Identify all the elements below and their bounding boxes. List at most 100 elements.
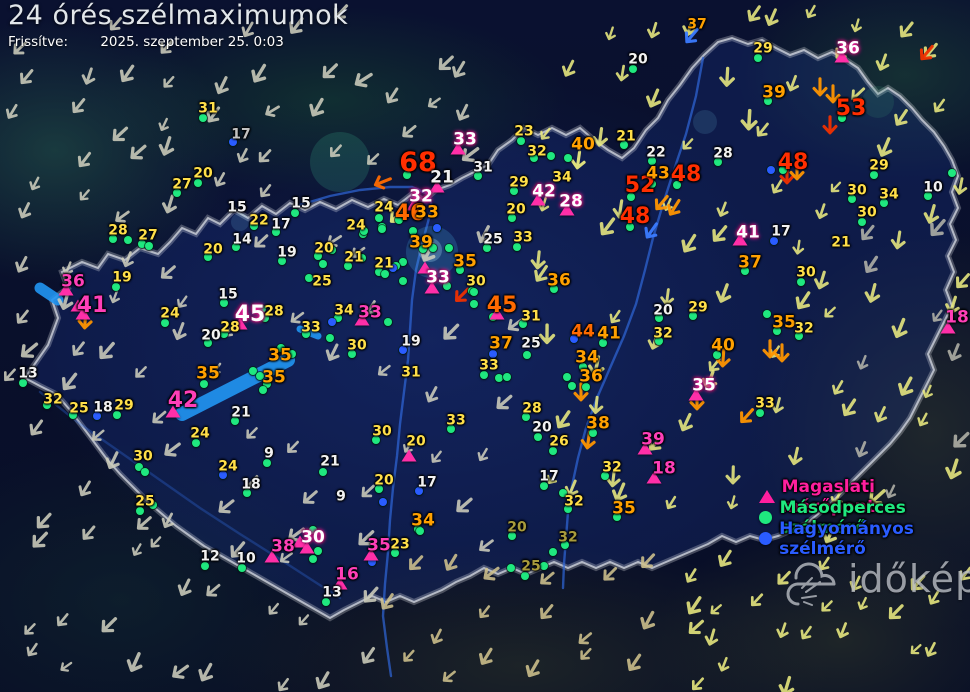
sonic-sensor-dot (483, 244, 491, 252)
station-wind-value: 39 (409, 232, 433, 253)
station-wind-value: 33 (446, 412, 466, 429)
wind-arrow (155, 191, 184, 223)
sonic-sensor-dot (627, 193, 635, 201)
traditional-sensor-dot (219, 471, 227, 479)
station-wind-value: 27 (138, 227, 158, 244)
station-wind-value: 38 (586, 413, 610, 434)
sonic-sensor-dot (192, 439, 200, 447)
wind-arrow (351, 579, 387, 615)
station-wind-value: 24 (190, 425, 210, 442)
sonic-sensor-dot (689, 312, 697, 320)
station-wind-value: 28 (264, 303, 284, 320)
station-wind-value: 20 (507, 519, 527, 536)
sonic-sensor-dot (626, 223, 634, 231)
wind-arrow (375, 82, 406, 115)
station-wind-value: 29 (753, 40, 773, 57)
station-wind-value: 40 (571, 134, 595, 155)
station-wind-value: 12 (200, 548, 220, 565)
wind-arrow (916, 381, 939, 407)
sonic-sensor-dot (344, 262, 352, 270)
sonic-sensor-dot (161, 319, 169, 327)
sonic-sensor-dot (200, 380, 208, 388)
sonic-sensor-dot (375, 485, 383, 493)
wind-arrow (923, 305, 949, 332)
station-wind-value: 42 (532, 181, 556, 202)
wind-arrow (341, 240, 371, 269)
sonic-sensor-dot (880, 199, 888, 207)
sonic-sensor-dot (288, 350, 296, 358)
sonic-sensor-dot (655, 337, 663, 345)
sonic-sensor-dot (513, 243, 521, 251)
station-wind-value: 37 (489, 333, 513, 354)
traditional-sensor-dot (489, 350, 497, 358)
wind-arrow (697, 626, 723, 655)
traditional-sensor-dot (379, 498, 387, 506)
sonic-sensor-dot (322, 598, 330, 606)
sonic-sensor-dot (429, 244, 437, 252)
wind-arrow (154, 70, 181, 98)
wind-arrow (944, 266, 970, 300)
wind-arrow (636, 428, 671, 464)
wind-arrow (202, 358, 227, 384)
station-wind-value: 30 (301, 527, 325, 548)
wind-arrow (123, 539, 148, 565)
wind-arrow (0, 362, 22, 391)
sonic-sensor-dot (474, 172, 482, 180)
sonic-sensor-dot (795, 332, 803, 340)
sonic-sensor-dot (629, 65, 637, 73)
sonic-sensor-dot (258, 305, 266, 313)
cloud-sun-logo-icon (782, 548, 846, 610)
traditional-sensor-dot (770, 237, 778, 245)
sonic-sensor-dot (564, 505, 572, 513)
station-wind-value: 33 (358, 302, 382, 323)
station-wind-value: 15 (291, 195, 311, 212)
sonic-sensor-dot (375, 268, 383, 276)
wind-arrow (153, 508, 181, 538)
wind-arrow (841, 571, 868, 600)
sonic-sensor-dot (470, 288, 478, 296)
wind-arrow (565, 149, 590, 178)
station-wind-value: 31 (198, 100, 218, 117)
sonic-sensor-dot (232, 243, 240, 251)
wind-arrow (114, 248, 140, 277)
station-wind-value: 21 (616, 128, 636, 145)
wind-arrow (195, 577, 227, 608)
city-glow (693, 110, 717, 134)
wind-arrow (89, 609, 125, 645)
peak-station-triangle (70, 297, 86, 316)
wind-arrow (740, 587, 770, 617)
sonic-sensor-dot (109, 235, 117, 243)
station-wind-value: 17 (231, 126, 251, 143)
sonic-sensor-dot (145, 242, 153, 250)
wind-arrow (529, 564, 561, 596)
station-wind-value: 32 (527, 143, 547, 160)
peak-station-triangle (429, 178, 445, 197)
station-wind-value: 25 (483, 231, 503, 248)
wind-arrow (276, 519, 312, 554)
sonic-sensor-dot (173, 189, 181, 197)
station-wind-value: 36 (61, 271, 85, 292)
station-wind-value: 30 (857, 204, 877, 221)
sonic-sensor-dot (838, 114, 846, 122)
station-wind-value: 36 (836, 38, 860, 59)
wind-arrow (887, 371, 922, 408)
wind-arrow (939, 339, 969, 371)
wind-arrow (255, 98, 285, 126)
wind-arrow (710, 653, 734, 680)
wind-arrow (101, 118, 136, 153)
wind-arrow (470, 600, 498, 628)
station-wind-value: 9 (336, 488, 346, 505)
station-wind-value: 21 (374, 255, 394, 272)
station-wind-value: 46 (394, 201, 426, 226)
idokep-logo: időkép (782, 548, 970, 610)
wind-arrow (149, 258, 183, 291)
wind-arrow (670, 228, 706, 265)
wind-arrow (798, 0, 823, 27)
wind-arrow (468, 531, 500, 562)
sonic-sensor-dot (756, 409, 764, 417)
wind-arrow (240, 57, 276, 94)
wind-arrow (250, 178, 278, 207)
station-wind-value: 36 (547, 270, 571, 291)
wind-arrow (831, 392, 866, 428)
wind-arrow (728, 401, 762, 435)
